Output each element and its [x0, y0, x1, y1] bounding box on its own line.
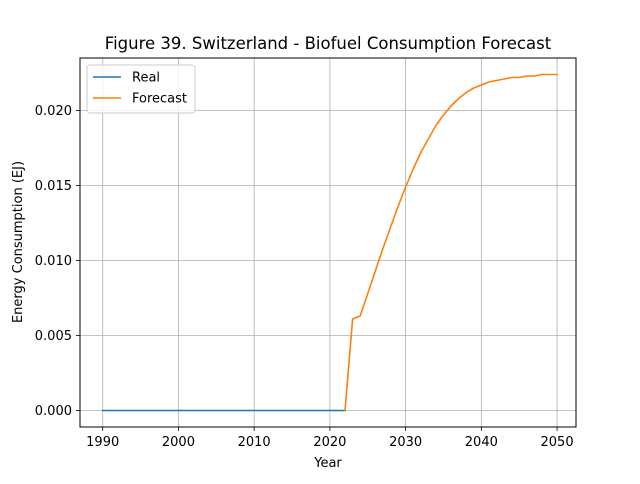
y-axis-label: Energy Consumption (EJ): [11, 161, 26, 323]
x-tick-label: 2000: [162, 435, 195, 450]
x-tick-label: 1990: [86, 435, 119, 450]
y-tick-label: 0.015: [35, 179, 72, 194]
x-axis: 1990 2000 2010 2020 2030 2040 2050: [86, 427, 574, 450]
legend-label-real: Real: [132, 71, 160, 86]
legend: Real Forecast: [86, 64, 196, 114]
chart-title: Figure 39. Switzerland - Biofuel Consump…: [105, 34, 552, 53]
y-tick-label: 0.020: [35, 104, 72, 119]
x-axis-label: Year: [313, 456, 342, 471]
x-tick-label: 2050: [541, 435, 574, 450]
x-tick-label: 2040: [465, 435, 498, 450]
x-tick-label: 2020: [313, 435, 346, 450]
x-tick-label: 2010: [238, 435, 271, 450]
series-layer: [101, 73, 558, 412]
y-tick-label: 0.010: [35, 254, 72, 269]
plot-frame: [79, 57, 577, 428]
y-axis: 0.000 0.005 0.010 0.015 0.020: [35, 104, 80, 419]
y-tick-label: 0.000: [35, 404, 72, 419]
legend-label-forecast: Forecast: [132, 92, 187, 107]
y-tick-label: 0.005: [35, 329, 72, 344]
series-line-forecast: [344, 73, 558, 412]
x-tick-label: 2030: [389, 435, 422, 450]
